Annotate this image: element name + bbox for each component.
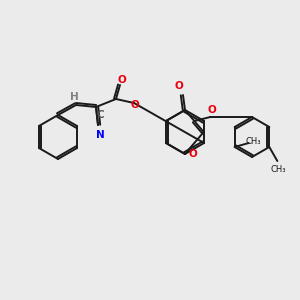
Text: O: O	[130, 100, 140, 110]
Text: O: O	[118, 75, 126, 85]
Text: O: O	[189, 149, 197, 159]
Text: CH₃: CH₃	[246, 137, 261, 146]
Text: CH₃: CH₃	[271, 164, 286, 173]
Text: N: N	[96, 130, 104, 140]
Text: O: O	[175, 81, 183, 91]
Text: C: C	[96, 110, 104, 120]
Text: H: H	[70, 92, 78, 102]
Text: O: O	[208, 105, 217, 115]
